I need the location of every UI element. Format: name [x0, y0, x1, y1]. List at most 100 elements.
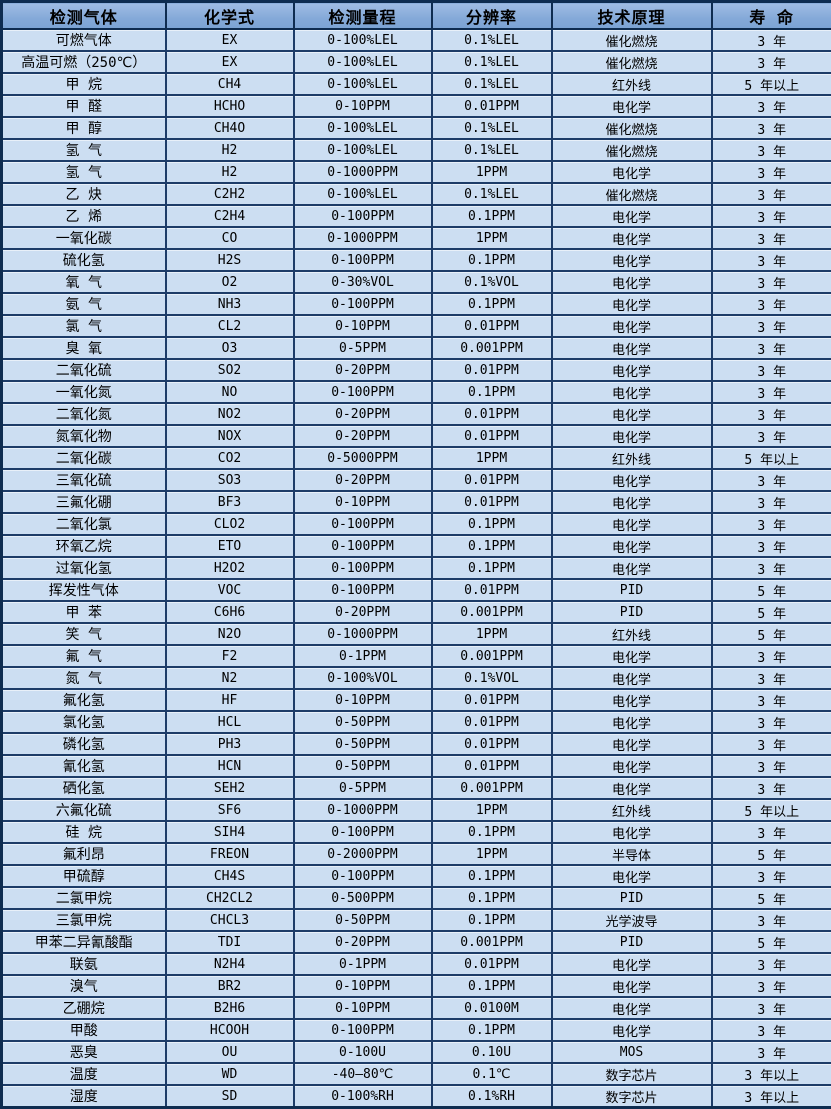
cell-lifespan: 5 年: [712, 601, 831, 623]
cell-principle: 电化学: [552, 337, 712, 359]
cell-lifespan: 3 年: [712, 777, 831, 799]
cell-principle: 红外线: [552, 623, 712, 645]
cell-formula: VOC: [166, 579, 294, 601]
col-header-lifespan: 寿 命: [712, 2, 831, 30]
cell-range: 0-100PPM: [294, 513, 432, 535]
cell-resolution: 0.1PPM: [432, 205, 552, 227]
cell-principle: 电化学: [552, 469, 712, 491]
cell-gas-name: 三氯甲烷: [2, 909, 166, 931]
cell-lifespan: 3 年: [712, 953, 831, 975]
cell-gas-name: 氮 气: [2, 667, 166, 689]
cell-gas-name: 氮氧化物: [2, 425, 166, 447]
cell-lifespan: 5 年: [712, 887, 831, 909]
cell-principle: 半导体: [552, 843, 712, 865]
cell-lifespan: 3 年: [712, 29, 831, 51]
cell-lifespan: 5 年: [712, 579, 831, 601]
cell-resolution: 0.001PPM: [432, 601, 552, 623]
cell-gas-name: 温度: [2, 1063, 166, 1085]
cell-lifespan: 3 年: [712, 1041, 831, 1063]
cell-formula: EX: [166, 51, 294, 73]
cell-resolution: 0.10U: [432, 1041, 552, 1063]
cell-formula: H2: [166, 161, 294, 183]
cell-resolution: 0.01PPM: [432, 733, 552, 755]
cell-lifespan: 3 年: [712, 513, 831, 535]
cell-formula: WD: [166, 1063, 294, 1085]
cell-range: 0-20PPM: [294, 425, 432, 447]
cell-resolution: 0.1%LEL: [432, 29, 552, 51]
cell-formula: ETO: [166, 535, 294, 557]
cell-gas-name: 湿度: [2, 1085, 166, 1108]
col-header-resolution: 分辨率: [432, 2, 552, 30]
cell-lifespan: 3 年: [712, 139, 831, 161]
cell-formula: H2: [166, 139, 294, 161]
cell-formula: NO: [166, 381, 294, 403]
cell-lifespan: 3 年: [712, 271, 831, 293]
cell-lifespan: 5 年: [712, 931, 831, 953]
cell-lifespan: 3 年: [712, 183, 831, 205]
cell-range: 0-30%VOL: [294, 271, 432, 293]
cell-formula: CH4S: [166, 865, 294, 887]
cell-principle: 电化学: [552, 711, 712, 733]
cell-range: 0-10PPM: [294, 975, 432, 997]
col-header-gas: 检测气体: [2, 2, 166, 30]
cell-formula: O3: [166, 337, 294, 359]
cell-formula: BR2: [166, 975, 294, 997]
cell-gas-name: 氰化氢: [2, 755, 166, 777]
cell-formula: OU: [166, 1041, 294, 1063]
cell-principle: PID: [552, 601, 712, 623]
cell-range: 0-100%LEL: [294, 117, 432, 139]
cell-gas-name: 甲 烷: [2, 73, 166, 95]
cell-formula: PH3: [166, 733, 294, 755]
cell-lifespan: 3 年: [712, 293, 831, 315]
cell-gas-name: 可燃气体: [2, 29, 166, 51]
cell-lifespan: 3 年: [712, 733, 831, 755]
cell-lifespan: 3 年以上: [712, 1085, 831, 1108]
cell-range: 0-100PPM: [294, 381, 432, 403]
cell-lifespan: 3 年: [712, 557, 831, 579]
cell-gas-name: 氟利昂: [2, 843, 166, 865]
cell-principle: 电化学: [552, 821, 712, 843]
cell-resolution: 0.01PPM: [432, 359, 552, 381]
cell-formula: B2H6: [166, 997, 294, 1019]
cell-resolution: 0.1%LEL: [432, 139, 552, 161]
cell-formula: SF6: [166, 799, 294, 821]
cell-range: 0-500PPM: [294, 887, 432, 909]
cell-range: 0-20PPM: [294, 469, 432, 491]
cell-resolution: 0.1℃: [432, 1063, 552, 1085]
cell-lifespan: 3 年以上: [712, 1063, 831, 1085]
cell-gas-name: 挥发性气体: [2, 579, 166, 601]
cell-range: 0-10PPM: [294, 491, 432, 513]
cell-principle: 电化学: [552, 777, 712, 799]
cell-gas-name: 硫化氢: [2, 249, 166, 271]
cell-gas-name: 溴气: [2, 975, 166, 997]
cell-range: 0-5000PPM: [294, 447, 432, 469]
cell-formula: CL2: [166, 315, 294, 337]
cell-principle: PID: [552, 887, 712, 909]
cell-formula: H2S: [166, 249, 294, 271]
cell-formula: SIH4: [166, 821, 294, 843]
cell-lifespan: 3 年: [712, 425, 831, 447]
cell-lifespan: 5 年: [712, 843, 831, 865]
cell-resolution: 0.001PPM: [432, 931, 552, 953]
cell-formula: F2: [166, 645, 294, 667]
cell-resolution: 0.1PPM: [432, 865, 552, 887]
cell-gas-name: 氟化氢: [2, 689, 166, 711]
cell-lifespan: 3 年: [712, 1019, 831, 1041]
cell-range: 0-5PPM: [294, 777, 432, 799]
